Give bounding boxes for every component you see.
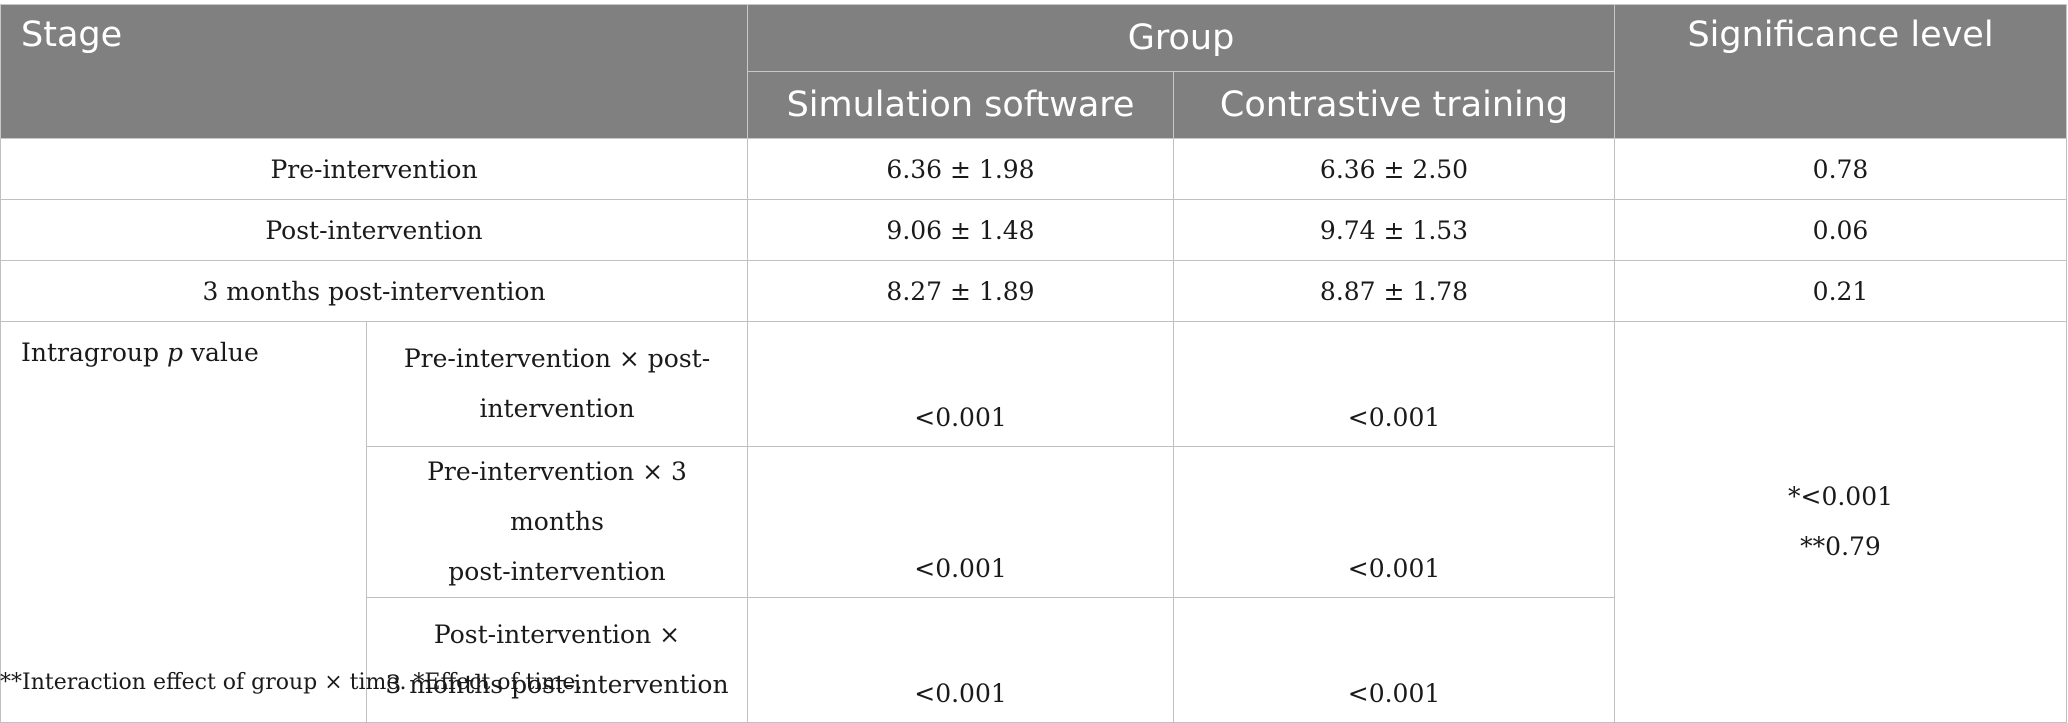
stage-cell: Post-intervention xyxy=(0,199,749,261)
table-row: Pre-intervention 6.36 ± 1.98 6.36 ± 2.50… xyxy=(0,138,2068,200)
header-row-2: Simulation software Contrastive training xyxy=(1,71,2067,139)
contrastive-value: 8.87 ± 1.78 xyxy=(1173,260,1616,322)
header-simulation-software: Simulation software xyxy=(747,71,1175,139)
comparison-line-1: Pre-intervention × 3 months xyxy=(427,457,687,536)
significance-value: 0.06 xyxy=(1614,199,2068,261)
significance-value: 0.78 xyxy=(1614,138,2068,200)
significance-value: 0.21 xyxy=(1614,260,2068,322)
simulation-value: 8.27 ± 1.89 xyxy=(747,260,1175,322)
comparison-line-2: 3 months post-intervention xyxy=(385,670,729,699)
header-group: Group xyxy=(747,4,1616,72)
comparison-line-1: Pre-intervention × post- xyxy=(403,344,711,373)
table-row: 3 months post-intervention 8.27 ± 1.89 8… xyxy=(0,260,2068,322)
intragroup-label: Intragroup p value xyxy=(0,321,367,723)
comparison-label: Pre-intervention × 3 months post-interven… xyxy=(365,446,749,598)
contrastive-value: 9.74 ± 1.53 xyxy=(1173,199,1616,261)
comparison-line-1: Post-intervention × xyxy=(433,620,681,649)
header-stage: Stage xyxy=(0,4,749,139)
table-row: Intragroup p value Pre-intervention × po… xyxy=(0,321,2068,723)
table-row: Pre-intervention × 3 months post-interven… xyxy=(1,446,2067,598)
simulation-p-value: <0.001 xyxy=(747,446,1175,598)
intragroup-label-prefix: Intragroup xyxy=(21,338,167,367)
table-row: Post-intervention × 3 months post-interve… xyxy=(1,597,2067,723)
results-table: Stage Group Significance level Simulatio… xyxy=(0,4,2068,723)
results-table-container: Stage Group Significance level Simulatio… xyxy=(0,4,2068,723)
simulation-p-value: <0.001 xyxy=(747,597,1175,723)
table-footnote: **Interaction effect of group × time. *E… xyxy=(0,670,583,695)
simulation-p-value: <0.001 xyxy=(747,321,1175,447)
contrastive-value: 6.36 ± 2.50 xyxy=(1173,138,1616,200)
header-significance-level: Significance level xyxy=(1614,4,2068,139)
intragroup-label-p: p xyxy=(166,338,183,367)
contrastive-p-value: <0.001 xyxy=(1173,446,1616,598)
comparison-line-2: post-intervention xyxy=(448,557,666,586)
comparison-label: Pre-intervention × post-intervention xyxy=(365,321,749,447)
header-contrastive-training: Contrastive training xyxy=(1173,71,1616,139)
comparison-line-2: intervention xyxy=(479,394,635,423)
simulation-value: 6.36 ± 1.98 xyxy=(747,138,1175,200)
stage-cell: Pre-intervention xyxy=(0,138,749,200)
significance-interaction-effect: **0.79 xyxy=(1800,532,1881,561)
significance-time-effect: *<0.001 xyxy=(1788,482,1894,511)
intragroup-significance: *<0.001 **0.79 xyxy=(1614,321,2068,723)
table-row: Post-intervention 9.06 ± 1.48 9.74 ± 1.5… xyxy=(0,199,2068,261)
comparison-label: Post-intervention × 3 months post-interve… xyxy=(365,597,749,723)
contrastive-p-value: <0.001 xyxy=(1173,597,1616,723)
simulation-value: 9.06 ± 1.48 xyxy=(747,199,1175,261)
header-row-1: Stage Group Significance level xyxy=(0,4,2068,139)
stage-cell: 3 months post-intervention xyxy=(0,260,749,322)
contrastive-p-value: <0.001 xyxy=(1173,321,1616,447)
intragroup-label-suffix: value xyxy=(182,338,259,367)
